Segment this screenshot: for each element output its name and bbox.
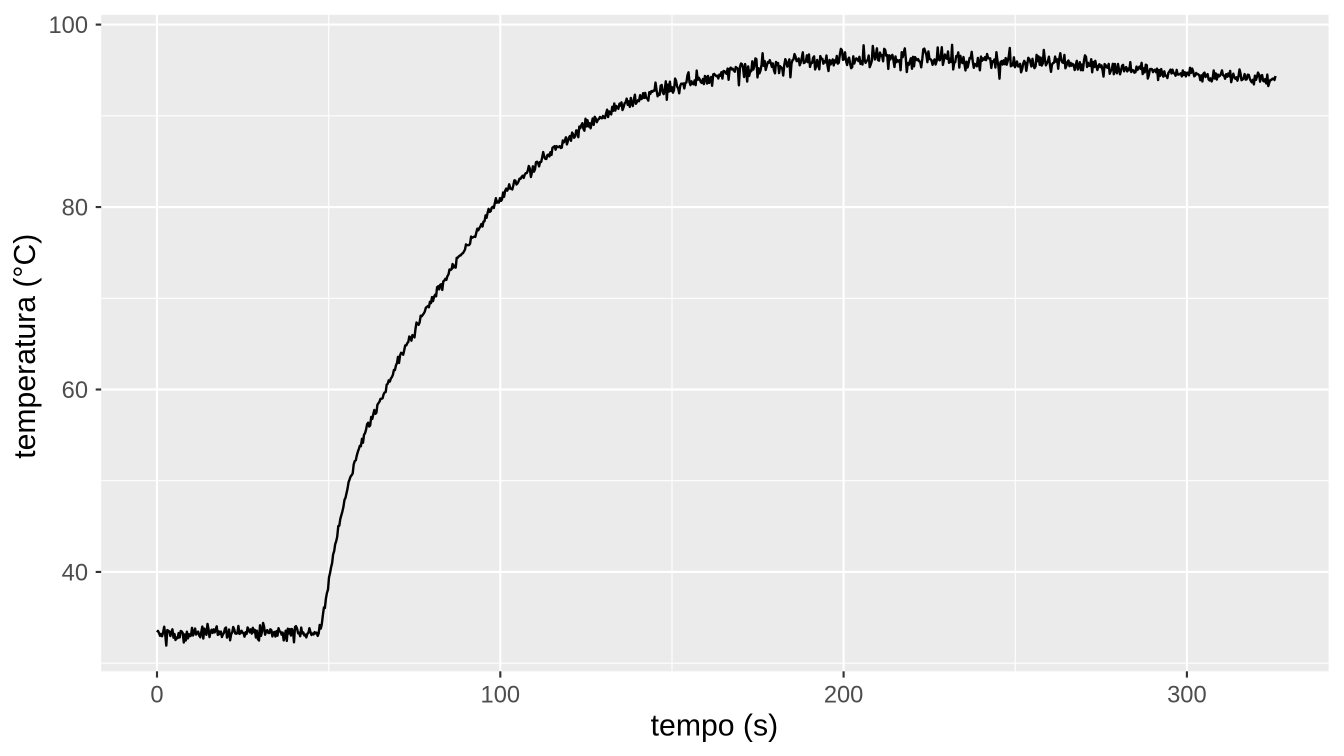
- svg-text:60: 60: [62, 378, 88, 404]
- svg-text:300: 300: [1167, 682, 1207, 708]
- svg-text:40: 40: [62, 560, 88, 586]
- svg-text:tempo (s): tempo (s): [651, 710, 779, 743]
- svg-text:100: 100: [48, 13, 88, 39]
- svg-text:0: 0: [150, 682, 163, 708]
- svg-text:100: 100: [481, 682, 521, 708]
- svg-text:200: 200: [824, 682, 864, 708]
- svg-text:temperatura (°C): temperatura (°C): [9, 234, 42, 459]
- svg-text:80: 80: [62, 196, 88, 222]
